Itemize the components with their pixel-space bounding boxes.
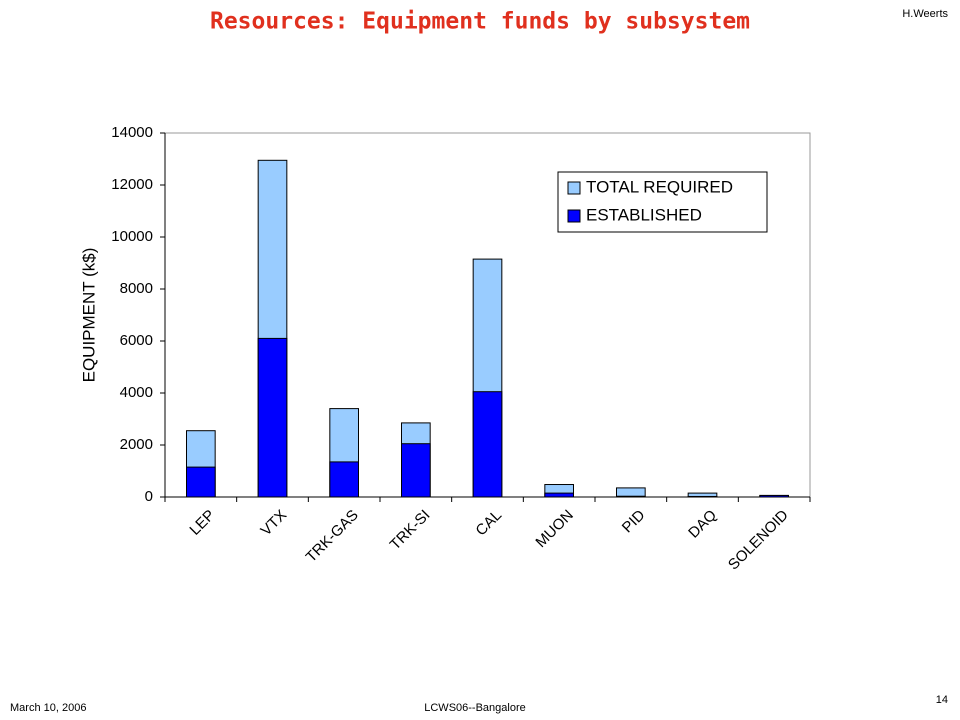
chart-title: Resources: Equipment funds by subsystem [210, 9, 750, 35]
date: March 10, 2006 [10, 702, 86, 714]
x-tick-label: TRK-GAS [303, 507, 362, 566]
y-tick-label: 2000 [120, 436, 153, 453]
bar [257, 337, 288, 498]
x-tick-label: SOLENOID [725, 507, 792, 574]
legend-box [557, 171, 768, 233]
legend-label: ESTABLISHED [586, 205, 702, 224]
x-tick-label: LEP [186, 507, 218, 539]
bar [472, 391, 503, 498]
legend-label: TOTAL REQUIRED [586, 177, 733, 196]
bar [186, 466, 216, 498]
event: LCWS06--Bangalore [424, 702, 526, 714]
x-tick-label: CAL [472, 507, 505, 540]
x-tick-label: TRK-SI [387, 507, 434, 554]
x-tick-label: DAQ [685, 507, 720, 542]
bar [401, 443, 431, 498]
y-tick-label: 14000 [111, 124, 153, 141]
y-tick-label: 6000 [120, 332, 153, 349]
bar [329, 461, 360, 498]
x-tick-label: VTX [257, 507, 290, 540]
y-axis-label: EQUIPMENT (k$) [79, 248, 98, 383]
page-number: 14 [936, 694, 948, 706]
x-tick-label: MUON [532, 507, 576, 551]
x-tick-label: PID [619, 507, 649, 537]
y-tick-label: 10000 [111, 228, 153, 245]
legend-swatch [567, 209, 581, 223]
author: H.Weerts [902, 8, 948, 20]
y-tick-label: 8000 [120, 280, 153, 297]
y-tick-label: 12000 [111, 176, 153, 193]
y-tick-label: 0 [145, 488, 153, 505]
bar [616, 487, 646, 498]
legend-swatch [567, 181, 581, 195]
y-tick-label: 4000 [120, 384, 153, 401]
bar [544, 492, 574, 498]
